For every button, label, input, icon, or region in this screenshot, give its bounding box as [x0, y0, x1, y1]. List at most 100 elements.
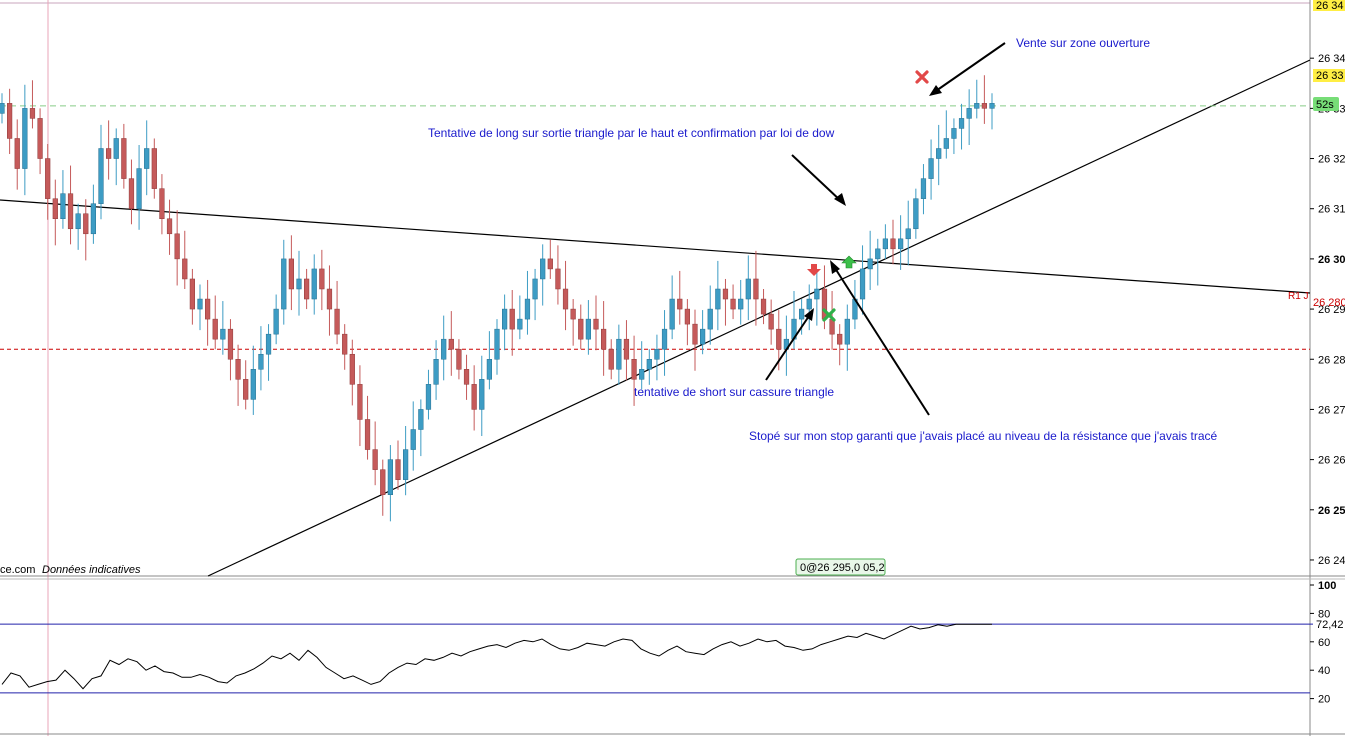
candle-body	[98, 148, 104, 204]
candle-body	[524, 298, 531, 320]
candle-body	[403, 449, 409, 480]
candle-body	[966, 108, 972, 119]
candle-body	[205, 298, 211, 320]
arrow-long	[791, 154, 843, 203]
arrow-short	[765, 312, 812, 381]
candle-body	[905, 228, 911, 240]
candle-body	[227, 328, 234, 360]
candle-body	[75, 213, 81, 230]
source-label-domain: ce.com	[0, 564, 35, 576]
countdown-badge: 52s	[1316, 99, 1334, 111]
candle-body	[174, 233, 180, 260]
rsi-line	[1, 623, 992, 690]
candle-body	[380, 469, 386, 495]
candle-body	[585, 318, 591, 340]
candle-body	[418, 409, 424, 430]
order-badge-box[interactable]	[795, 558, 886, 576]
candle-body	[928, 158, 934, 179]
candle-body	[776, 328, 782, 350]
candle-body	[859, 268, 866, 300]
candle-body	[646, 359, 652, 370]
price-tick-label: 26 310	[1318, 204, 1345, 216]
candle-body	[814, 288, 820, 300]
pivot-label: R1 J	[1288, 291, 1309, 302]
candle-body	[113, 138, 119, 159]
candle-body	[243, 379, 249, 400]
candle-body	[837, 333, 843, 345]
candle-body	[121, 138, 127, 179]
candle-body	[258, 353, 264, 370]
candle-body	[738, 298, 744, 310]
candle-body	[448, 338, 454, 350]
top-price-tag: 26 34	[1316, 0, 1344, 12]
candle-body	[159, 188, 165, 219]
candle-body	[715, 288, 721, 310]
candle-body	[106, 148, 112, 159]
candle-body	[677, 298, 683, 310]
current-price-tag-bg	[1313, 69, 1345, 82]
candle-body	[441, 338, 447, 360]
candle-body	[456, 348, 462, 370]
buy-arrow-icon	[841, 255, 857, 269]
candle-body	[128, 178, 135, 209]
candle-body	[730, 298, 736, 310]
candle-body	[7, 103, 13, 139]
candle-body	[334, 308, 340, 335]
exit-cross-green-icon	[822, 308, 836, 322]
candle-body	[471, 384, 477, 410]
annotation-short: tentative de short sur cassure triangle	[634, 385, 834, 399]
candle-body	[981, 103, 987, 109]
price-tick-label: 26 25	[1318, 505, 1345, 517]
annotation-arrows	[765, 42, 1006, 416]
candle-body	[265, 333, 272, 355]
exit-cross-red-icon	[915, 70, 929, 84]
price-tick-label: 26 30	[1318, 254, 1345, 266]
candle-body	[936, 148, 942, 159]
candle-body	[433, 359, 439, 385]
candle-body	[304, 278, 310, 300]
candle-body	[974, 103, 980, 109]
candle-body	[273, 308, 279, 335]
candle-body	[189, 278, 195, 310]
candle-body	[517, 318, 523, 330]
candle-body	[745, 278, 751, 300]
candle-body	[220, 328, 226, 340]
annotation-long: Tentative de long sur sortie triangle pa…	[428, 126, 835, 140]
candle-body	[37, 118, 43, 159]
candle-body	[768, 313, 774, 330]
price-tick-label: 26 340	[1318, 53, 1345, 65]
candle-body	[166, 218, 173, 235]
candle-body	[502, 308, 508, 330]
source-label-note: Données indicatives	[42, 564, 141, 576]
annotation-vente: Vente sur zone ouverture	[1016, 36, 1150, 50]
candle-body	[0, 103, 5, 114]
rsi-tick-label: 20	[1318, 694, 1330, 706]
candle-body	[601, 328, 607, 350]
rsi-value-tag: 72,42	[1316, 619, 1344, 631]
candle-body	[593, 318, 599, 330]
candle-body	[631, 359, 637, 380]
candle-body	[684, 308, 690, 325]
candle-body	[623, 338, 630, 360]
candle-body	[90, 203, 96, 235]
candle-body	[311, 268, 317, 300]
top-price-tag-bg	[1313, 0, 1345, 11]
price-tick-label: 26 270	[1318, 404, 1345, 416]
candle-body	[882, 238, 888, 250]
candle-body	[669, 298, 675, 330]
candle-body	[890, 238, 896, 250]
price-tick-label: 26 320	[1318, 154, 1345, 166]
arrow-vente	[932, 42, 1006, 94]
candle-body	[288, 258, 294, 290]
candle-body	[136, 168, 142, 209]
price-tick-label: 26 290	[1318, 304, 1345, 316]
pivot-price-tag: 26 280	[1313, 297, 1345, 309]
price-tick-label: 26 240	[1318, 555, 1345, 567]
candle-body	[547, 258, 553, 270]
candle-body	[250, 369, 256, 400]
countdown-badge-bg	[1313, 97, 1339, 111]
candle-body	[867, 258, 873, 270]
order-badge-text: 0@26 295,0 05,2	[800, 562, 885, 574]
